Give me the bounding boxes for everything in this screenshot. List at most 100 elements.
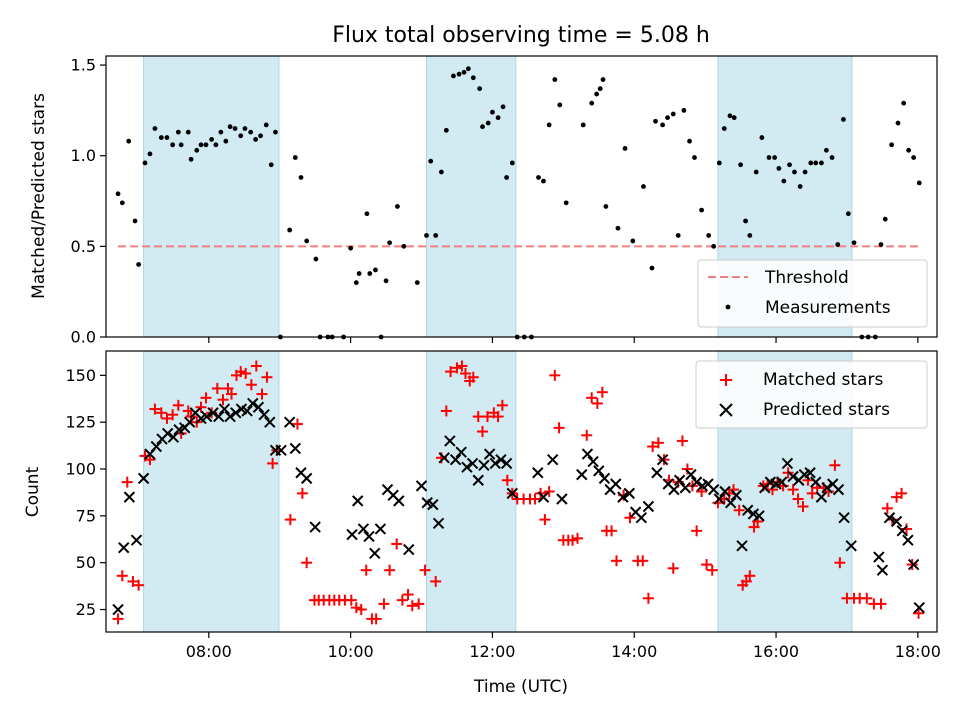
x-tick-label: 14:00: [611, 642, 657, 661]
measurement-point: [178, 142, 184, 148]
measurement-point: [480, 124, 485, 130]
matched-star-point: [676, 435, 688, 447]
measurement-point: [622, 146, 628, 151]
matched-star-point: [896, 487, 908, 499]
measurement-point: [470, 75, 476, 81]
x-tick-label: 12:00: [469, 642, 515, 661]
predicted-legend-label: Predicted stars: [763, 400, 890, 420]
measurements-legend-label: Measurements: [765, 298, 891, 318]
measurement-point: [819, 160, 824, 166]
predicted-star-point: [546, 453, 559, 466]
matched-star-point: [451, 362, 463, 374]
matched-star-point: [121, 476, 133, 488]
count-panel: 25 50 75 100 125 150 08:00 10:00 12:00 14:00 16:0…: [23, 350, 941, 697]
measurement-point: [356, 271, 362, 276]
bottom-x-ticks: 08:00 10:00 12:00 14:00 16:00 18:00: [186, 632, 941, 661]
predicted-star-point: [415, 480, 428, 492]
measurement-point: [536, 175, 541, 180]
ratio-panel: 0.0 0.5 1.0 1.5 Matched/Predicted stars Thr…: [29, 55, 938, 347]
measurement-point: [580, 122, 586, 128]
y-tick-label: 50: [76, 553, 96, 572]
predicted-star-point: [289, 442, 302, 455]
top-axes-frame: [105, 55, 938, 338]
measurement-point: [603, 204, 609, 209]
measurement-point: [711, 243, 717, 249]
predicted-star-point: [309, 521, 321, 533]
predicted-star-point: [444, 435, 456, 447]
matched-star-point: [740, 575, 752, 587]
predicted-star-point: [478, 459, 490, 471]
measurement-point: [747, 233, 753, 238]
matched-star-point: [492, 411, 504, 423]
matched-star-point: [553, 422, 565, 434]
predicted-star-point: [610, 478, 622, 490]
measurement-point: [164, 135, 170, 140]
matched-star-point: [549, 369, 561, 381]
measurement-point: [882, 216, 888, 222]
predicted-star-point: [241, 405, 253, 417]
predicted-star-point: [679, 482, 691, 494]
predicted-star-point: [902, 534, 914, 546]
y-tick-label: 1.0: [71, 146, 96, 165]
measurement-point: [681, 107, 687, 113]
matched-star-point: [624, 512, 636, 524]
matched-star-point: [261, 371, 273, 383]
matched-star-point: [296, 487, 308, 499]
predicted-star-point: [781, 457, 794, 470]
predicted-star-point: [483, 448, 496, 460]
matched-star-point: [370, 613, 382, 625]
measurement-point: [373, 267, 378, 273]
measurement-point: [298, 175, 304, 180]
matched-star-point: [667, 562, 679, 574]
measurement-point: [776, 166, 782, 171]
measurement-point: [753, 169, 759, 175]
measurement-point: [792, 169, 797, 175]
matched-star-point: [250, 360, 262, 372]
x-tick-label: 08:00: [186, 642, 232, 661]
measurement-point: [630, 238, 636, 244]
measurement-point: [813, 160, 819, 166]
predicted-star-point: [787, 470, 799, 483]
predicted-star-point: [598, 472, 611, 485]
top-shaded-interval-2: [425, 55, 517, 338]
measurement-point: [218, 129, 224, 135]
predicted-star-point: [137, 472, 150, 485]
x-tick-label: 10:00: [328, 642, 374, 661]
predicted-star-point: [224, 410, 236, 423]
matched-star-point: [572, 532, 584, 544]
measurement-point: [451, 73, 456, 79]
matched-star-point: [906, 559, 918, 571]
matched-star-point: [496, 399, 508, 411]
matched-star-point: [606, 525, 618, 537]
measurement-point: [115, 191, 121, 197]
matched-star-point: [172, 399, 184, 411]
predicted-star-point: [845, 540, 857, 552]
predicted-star-point: [352, 495, 364, 507]
matched-star-point: [144, 454, 156, 466]
predicted-star-point: [753, 510, 765, 522]
measurement-point: [731, 115, 737, 121]
top-legend: Threshold Measurements: [697, 259, 928, 328]
matched-star-point: [195, 401, 207, 413]
matched-star-point: [127, 575, 139, 587]
predicted-star-point: [730, 489, 743, 501]
matched-star-point: [350, 602, 362, 614]
measurement-point: [185, 129, 191, 135]
measurement-point: [304, 238, 310, 244]
matched-star-point: [182, 405, 194, 417]
measurement-point: [665, 115, 670, 121]
matched-star-point: [481, 411, 493, 423]
predicted-star-point: [838, 512, 850, 524]
measurement-point: [660, 122, 665, 128]
measurement-point: [546, 122, 552, 128]
matched-star-point: [217, 394, 229, 406]
matched-star-point: [459, 367, 471, 379]
measurement-point: [443, 127, 449, 133]
predicted-star-point: [112, 603, 124, 616]
matched-star-point: [591, 397, 603, 409]
predicted-star-point: [455, 446, 467, 458]
threshold-legend-label: Threshold: [764, 268, 849, 288]
matched-star-point: [567, 534, 579, 546]
bottom-axes-frame: [105, 350, 938, 633]
measurement-point: [194, 147, 200, 153]
